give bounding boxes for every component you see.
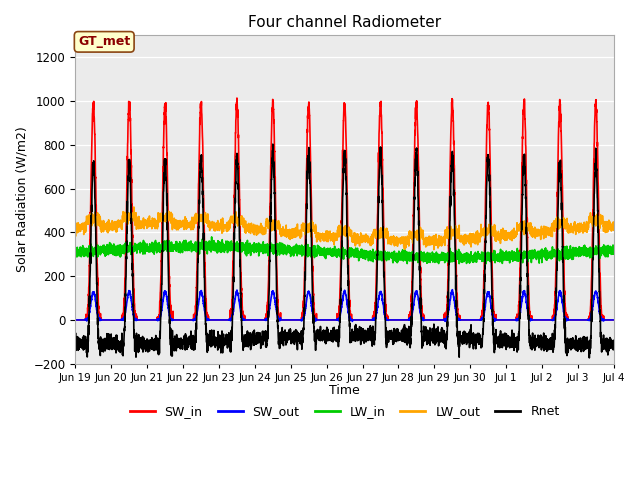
X-axis label: Time: Time <box>329 384 360 397</box>
Y-axis label: Solar Radiation (W/m2): Solar Radiation (W/m2) <box>15 127 28 273</box>
Legend: SW_in, SW_out, LW_in, LW_out, Rnet: SW_in, SW_out, LW_in, LW_out, Rnet <box>125 400 564 423</box>
Title: Four channel Radiometer: Four channel Radiometer <box>248 15 441 30</box>
Text: GT_met: GT_met <box>78 36 131 48</box>
